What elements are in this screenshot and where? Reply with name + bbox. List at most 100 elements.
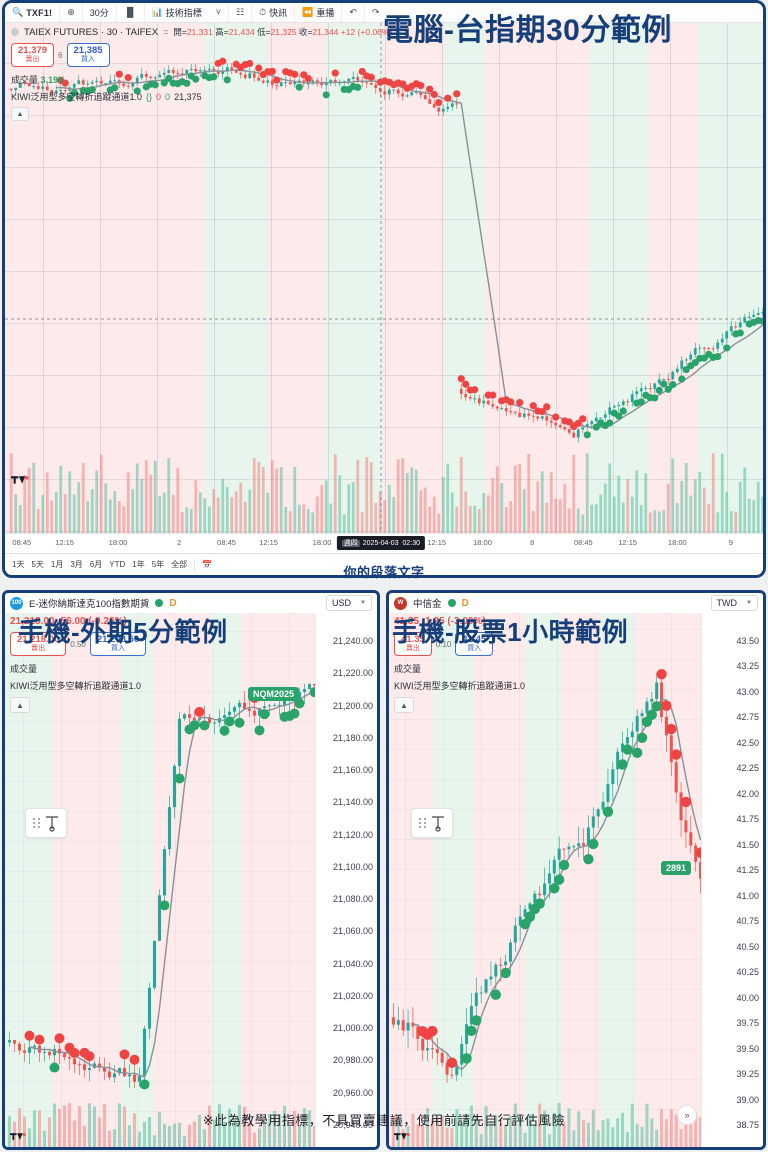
time-axis-label: 12:15 [618, 538, 638, 547]
mobile-right-body[interactable]: 41.35 -1.25 (-3.00%) 41.35 賣出 0.10 41.45… [389, 613, 763, 1147]
ask-pill[interactable]: 21,218.00 賣出 [10, 632, 67, 657]
price-axis-label: 20,980.00 [332, 1055, 373, 1066]
replay-button[interactable]: ⏪ 重播 [295, 3, 343, 22]
drag-handle-icon[interactable] [32, 818, 41, 828]
time-axis-label: 12:15 [259, 538, 278, 547]
indicators-button[interactable]: 📊 技術指標 [145, 3, 209, 22]
indicator-value-3: 21,375 [174, 91, 202, 102]
mobile-left-legend: 21,218.00 -56.00 (-0.26%) 21,218.00 賣出 0… [10, 616, 147, 714]
redo-button[interactable]: ↷ [365, 3, 387, 22]
add-symbol-button[interactable]: ⊕ [60, 3, 83, 22]
mobile-left-symbol-name[interactable]: E-迷你納斯達克100指數期貨 [29, 599, 150, 610]
ask-pill[interactable]: 21,379 賣出 [11, 43, 55, 68]
overlay-paragraph-text: 你的段落文字 [343, 565, 425, 580]
bid-label: 買入 [467, 644, 482, 652]
symbol-search[interactable]: 🔍 TXF1! [5, 3, 61, 22]
drag-handle-icon[interactable] [418, 818, 427, 828]
range-1d[interactable]: 1天 [12, 560, 25, 569]
time-axis-label: 12:15 [427, 538, 447, 547]
drawing-toolbar[interactable] [411, 808, 453, 838]
bid-pill[interactable]: 41.45 買入 [455, 632, 494, 657]
change-value: +12 (+0.06%) [340, 27, 393, 37]
interval-selector[interactable]: 30分 [83, 3, 117, 22]
desktop-chart-area[interactable]: TAIEX FUTURES · 30 · TAIFEX = 開=21,331 高… [5, 23, 763, 539]
time-axis-label: 8 [530, 538, 535, 547]
layout-button[interactable]: ☷ [229, 3, 253, 22]
candle-style-icon: ▐▌ [123, 7, 137, 17]
currency-selector[interactable]: TWD ▼ [710, 595, 758, 611]
indicators-chevron[interactable]: ˅ [209, 3, 230, 22]
mobile-left-price-scale[interactable]: 21,240.00 21,220.00 21,200.00 21,180.00 21,1… [315, 613, 377, 1147]
legend-collapse-button[interactable]: ▲ [394, 697, 414, 714]
ask-pill[interactable]: 41.35 賣出 [394, 632, 432, 657]
mobile-right-candlestick-canvas[interactable] [389, 613, 701, 1147]
range-5d[interactable]: 5天 [31, 560, 44, 569]
indicator-name[interactable]: KIWI泛用型多空轉折追蹤通道1.0 [394, 681, 526, 692]
more-chevrons-icon[interactable]: » [677, 1105, 697, 1125]
range-5y[interactable]: 5年 [151, 560, 165, 569]
range-6m[interactable]: 6月 [89, 560, 103, 569]
overlay-disclaimer: ※此為教學用指標，不具買賣建議，使用前請先自行評估風險 [202, 1113, 566, 1128]
measure-tool-icon[interactable] [430, 814, 446, 832]
tradingview-logo [10, 1133, 26, 1140]
legend-collapse-button[interactable]: ▲ [10, 697, 30, 714]
price-axis-label: 21,020.00 [332, 990, 373, 1001]
toolbar-symbol: TXF1! [26, 7, 53, 18]
price-axis-label: 41.75 [736, 814, 759, 825]
spread-value: 6 [58, 50, 63, 60]
range-1y[interactable]: 1年 [132, 560, 145, 569]
range-3m[interactable]: 3月 [70, 560, 83, 569]
mobile-right-price-scale[interactable]: 43.50 43.25 43.00 42.75 42.50 42.25 42.00 41.75… [701, 613, 763, 1147]
calendar-icon[interactable]: 📅 [202, 560, 213, 569]
mobile-right-panel: W 中信金 D TWD ▼ 41.35 -1.25 (-3.00%) 41.35… [386, 590, 766, 1150]
mobile-right-symbol-name[interactable]: 中信金 [413, 599, 442, 610]
price-axis-label: 40.50 [736, 941, 759, 952]
desktop-toolbar: 🔍 TXF1! ⊕ 30分 ▐▌ 📊 技術指標 ˅ ☷ [5, 3, 763, 23]
desktop-time-axis[interactable]: 08:45 12:15 18:00 2 08:45 12:15 18:00 12:15 18:0… [5, 533, 763, 553]
mobile-right-legend: 41.35 -1.25 (-3.00%) 41.35 賣出 0.10 41.45… [394, 616, 526, 714]
chevron-up-icon: ▲ [16, 700, 24, 710]
desktop-range-bar: 1天 5天 1月 3月 6月 YTD 1年 5年 全部 📅 [5, 553, 763, 575]
currency-value: TWD [716, 598, 738, 608]
time-axis-label: 08:45 [573, 538, 593, 547]
range-ytd[interactable]: YTD [109, 560, 126, 569]
chart-style-button[interactable]: ▐▌ [117, 3, 145, 22]
indicator-value-1: 0 [156, 91, 162, 102]
mobile-left-panel: 100 E-迷你納斯達克100指數期貨 D USD ▼ 21,218.00 -5… [2, 590, 380, 1150]
legend-collapse-button[interactable]: ▲ [11, 107, 29, 122]
close-label: 收 [298, 27, 308, 37]
alert-clock-icon: ⏱ [259, 7, 267, 17]
mobile-left-body[interactable]: 21,218.00 -56.00 (-0.26%) 21,218.00 賣出 0… [5, 613, 377, 1147]
drawing-toolbar[interactable] [25, 808, 67, 838]
ask-label: 賣出 [405, 644, 420, 652]
price-axis-label: 41.50 [736, 839, 759, 850]
mobile-left-header: 100 E-迷你納斯達克100指數期貨 D USD ▼ [5, 593, 377, 613]
measure-tool-icon[interactable] [44, 814, 60, 832]
mobile-left-candlestick-canvas[interactable] [5, 613, 315, 1147]
chevron-down-icon: ▼ [746, 600, 752, 606]
volume-label: 成交量 [394, 664, 422, 675]
mobile-left-plot[interactable]: 21,218.00 -56.00 (-0.26%) 21,218.00 賣出 0… [5, 613, 315, 1147]
spread-value: 0.10 [435, 639, 452, 649]
indicator-name[interactable]: KIWI泛用型多空轉折追蹤通道1.0 [10, 681, 142, 692]
legend-ohlc: 開=21,331 高=21,434 低=21,325 收=21,344 +12 … [173, 27, 393, 37]
bid-pill[interactable]: 21,385 買入 [66, 43, 110, 68]
interval-label: 30分 [89, 8, 109, 18]
mobile-left-bid-ask: 21,218.00 賣出 0.50 21,208.50 買入 [10, 632, 147, 657]
alerts-button[interactable]: ⏱ 快訊 [252, 3, 296, 22]
price-axis-label: 39.50 [736, 1043, 759, 1054]
range-1m[interactable]: 1月 [50, 560, 64, 569]
desktop-candlestick-canvas[interactable] [5, 23, 763, 539]
price-axis-label: 40.75 [736, 916, 759, 927]
bid-pill[interactable]: 21,208.50 買入 [89, 632, 147, 657]
range-all[interactable]: 全部 [171, 560, 188, 569]
bid-label: 買入 [110, 644, 125, 652]
desktop-chart-panel: 🔍 TXF1! ⊕ 30分 ▐▌ 📊 技術指標 ˅ ☷ [2, 0, 766, 578]
desktop-indicator-row[interactable]: KIWI泛用型多空轉折追蹤通道1.0 {} 0 0 21,375 [11, 90, 392, 103]
undo-button[interactable]: ↶ [342, 3, 365, 22]
indicator-value-2: 0 [165, 91, 171, 102]
mobile-right-plot[interactable]: 41.35 -1.25 (-3.00%) 41.35 賣出 0.10 41.45… [389, 613, 701, 1147]
currency-selector[interactable]: USD ▼ [326, 595, 372, 611]
price-axis-label: 21,000.00 [332, 1023, 373, 1034]
